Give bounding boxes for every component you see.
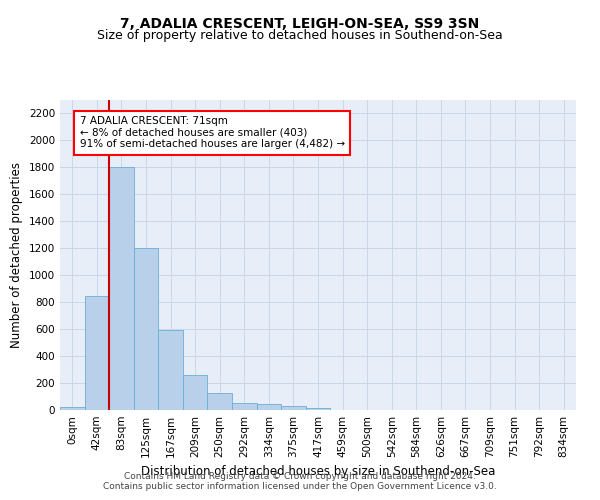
Text: Contains HM Land Registry data © Crown copyright and database right 2024.: Contains HM Land Registry data © Crown c… — [124, 472, 476, 481]
Y-axis label: Number of detached properties: Number of detached properties — [10, 162, 23, 348]
Bar — [85, 296, 109, 410]
Bar — [60, 406, 85, 410]
Bar — [281, 406, 306, 410]
Text: 7 ADALIA CRESCENT: 71sqm
← 8% of detached houses are smaller (403)
91% of semi-d: 7 ADALIA CRESCENT: 71sqm ← 8% of detache… — [80, 116, 345, 150]
Text: 7, ADALIA CRESCENT, LEIGH-ON-SEA, SS9 3SN: 7, ADALIA CRESCENT, LEIGH-ON-SEA, SS9 3S… — [121, 18, 479, 32]
Bar — [158, 330, 183, 410]
Bar — [183, 375, 208, 410]
Bar — [208, 393, 232, 410]
Text: Size of property relative to detached houses in Southend-on-Sea: Size of property relative to detached ho… — [97, 28, 503, 42]
X-axis label: Distribution of detached houses by size in Southend-on-Sea: Distribution of detached houses by size … — [141, 466, 495, 478]
Text: Contains public sector information licensed under the Open Government Licence v3: Contains public sector information licen… — [103, 482, 497, 491]
Bar — [134, 248, 158, 410]
Bar — [306, 408, 330, 410]
Bar — [257, 404, 281, 410]
Bar — [109, 168, 134, 410]
Bar — [232, 404, 257, 410]
